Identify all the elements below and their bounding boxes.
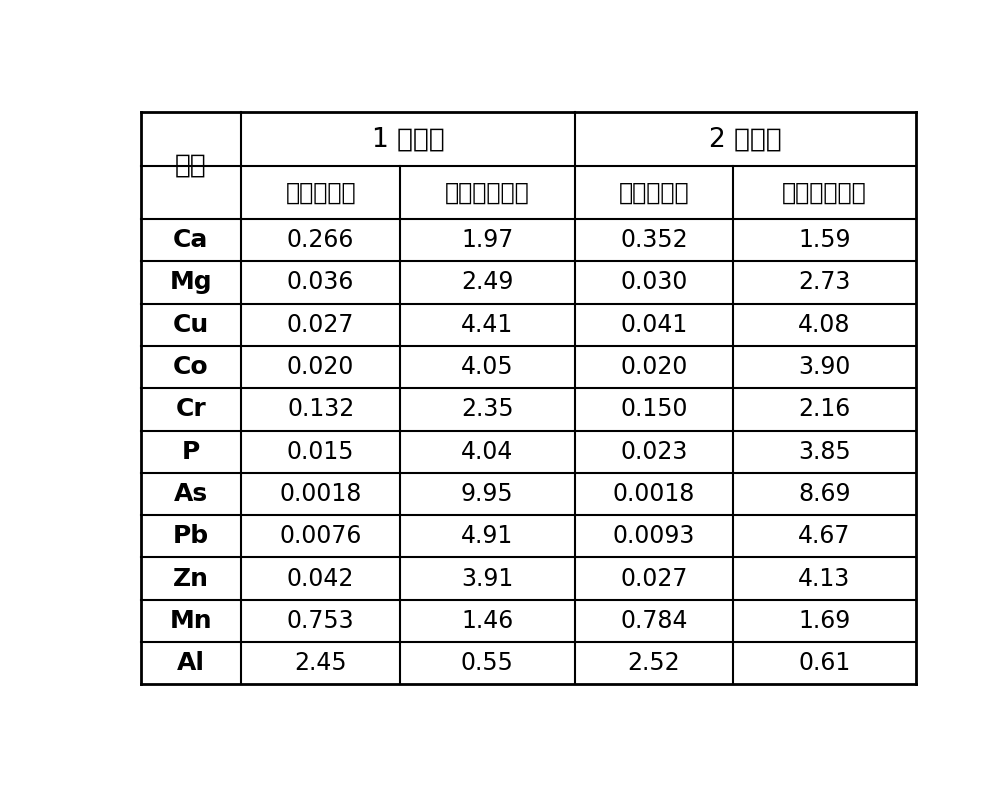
Text: 0.036: 0.036 — [287, 270, 354, 295]
Text: 4.67: 4.67 — [798, 524, 851, 549]
Text: 9.95: 9.95 — [461, 482, 514, 506]
Text: Mn: Mn — [170, 609, 212, 633]
Text: Al: Al — [177, 652, 205, 675]
Text: 0.150: 0.150 — [620, 398, 688, 421]
Text: Cr: Cr — [176, 398, 206, 421]
Text: 0.020: 0.020 — [620, 355, 688, 379]
Text: 2.45: 2.45 — [294, 652, 347, 675]
Text: 3.85: 3.85 — [798, 439, 851, 464]
Text: 2.49: 2.49 — [461, 270, 514, 295]
Text: 0.030: 0.030 — [620, 270, 688, 295]
Text: 2.73: 2.73 — [798, 270, 851, 295]
Text: 相对标准偏差: 相对标准偏差 — [445, 180, 530, 204]
Text: 1.59: 1.59 — [798, 228, 851, 252]
Text: 0.0093: 0.0093 — [613, 524, 695, 549]
Text: 1 号试样: 1 号试样 — [372, 126, 444, 152]
Text: Zn: Zn — [173, 567, 209, 590]
Text: 4.41: 4.41 — [461, 313, 513, 336]
Text: 0.027: 0.027 — [620, 567, 688, 590]
Text: 1.69: 1.69 — [798, 609, 851, 633]
Text: 元素: 元素 — [175, 152, 207, 178]
Text: 0.023: 0.023 — [620, 439, 688, 464]
Text: 0.041: 0.041 — [620, 313, 688, 336]
Text: 4.13: 4.13 — [798, 567, 851, 590]
Text: 0.753: 0.753 — [287, 609, 354, 633]
Text: 0.266: 0.266 — [287, 228, 354, 252]
Text: Pb: Pb — [173, 524, 209, 549]
Text: 0.132: 0.132 — [287, 398, 354, 421]
Text: 2 号试样: 2 号试样 — [709, 126, 781, 152]
Text: 0.042: 0.042 — [287, 567, 354, 590]
Text: Co: Co — [173, 355, 209, 379]
Text: 测定平均値: 测定平均値 — [619, 180, 689, 204]
Text: 0.020: 0.020 — [287, 355, 354, 379]
Text: 相对标准偏差: 相对标准偏差 — [782, 180, 867, 204]
Text: 0.015: 0.015 — [287, 439, 354, 464]
Text: 4.08: 4.08 — [798, 313, 851, 336]
Text: 3.90: 3.90 — [798, 355, 851, 379]
Text: Mg: Mg — [170, 270, 212, 295]
Text: 2.35: 2.35 — [461, 398, 514, 421]
Text: 1.46: 1.46 — [461, 609, 513, 633]
Text: 0.352: 0.352 — [620, 228, 688, 252]
Text: 2.52: 2.52 — [628, 652, 680, 675]
Text: 3.91: 3.91 — [461, 567, 513, 590]
Text: 0.784: 0.784 — [620, 609, 688, 633]
Text: 0.0018: 0.0018 — [280, 482, 362, 506]
Text: 0.55: 0.55 — [461, 652, 514, 675]
Text: 2.16: 2.16 — [798, 398, 851, 421]
Text: As: As — [174, 482, 208, 506]
Text: 0.027: 0.027 — [287, 313, 354, 336]
Text: 1.97: 1.97 — [461, 228, 513, 252]
Text: 测定平均値: 测定平均値 — [285, 180, 356, 204]
Text: 4.05: 4.05 — [461, 355, 514, 379]
Text: 8.69: 8.69 — [798, 482, 851, 506]
Text: Ca: Ca — [173, 228, 209, 252]
Text: 0.0076: 0.0076 — [280, 524, 362, 549]
Text: 0.61: 0.61 — [798, 652, 851, 675]
Text: Cu: Cu — [173, 313, 209, 336]
Text: 4.91: 4.91 — [461, 524, 513, 549]
Text: P: P — [182, 439, 200, 464]
Text: 4.04: 4.04 — [461, 439, 514, 464]
Text: 0.0018: 0.0018 — [613, 482, 695, 506]
